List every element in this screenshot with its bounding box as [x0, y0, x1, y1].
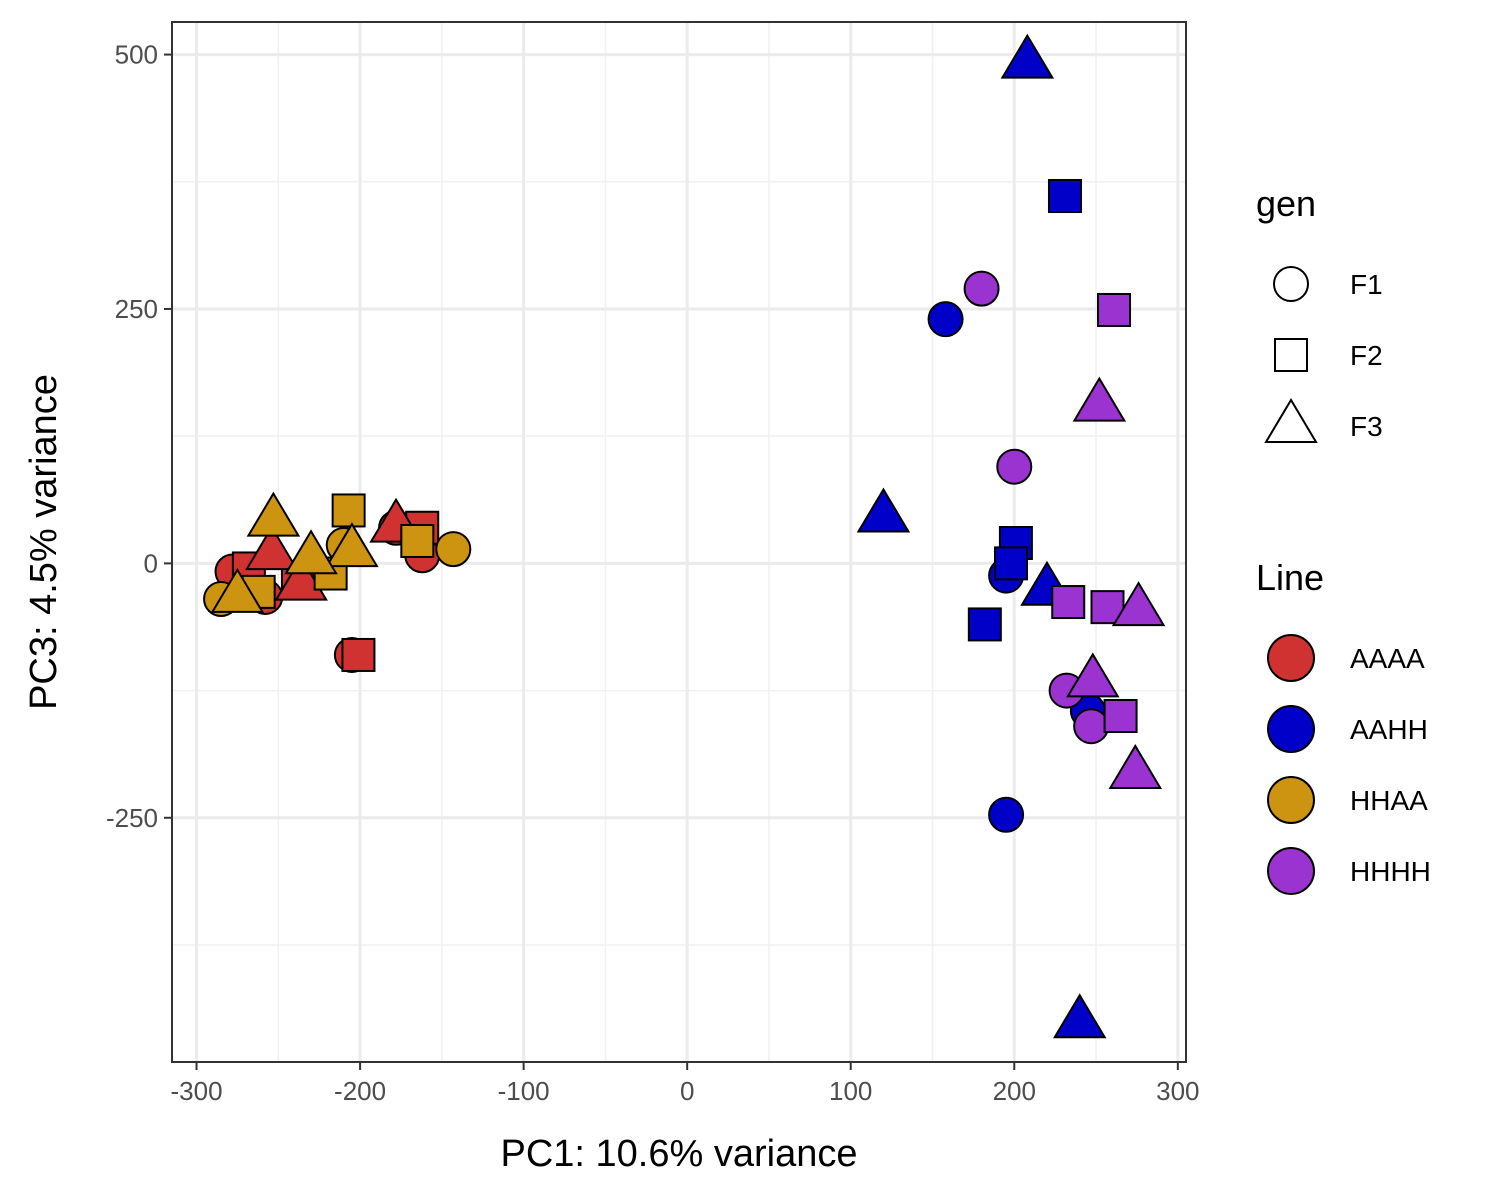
point-hhhh-f1: [996, 448, 1033, 485]
point-hhhh-f1: [1073, 708, 1110, 745]
point-aahh-f2: [1047, 179, 1082, 214]
point-hhhh-f3: [1111, 581, 1166, 627]
point-hhhh-f2: [1051, 585, 1086, 620]
x-tick-label: 100: [829, 1076, 872, 1106]
x-tick-label: -300: [171, 1076, 223, 1106]
point-aahh-f3: [1000, 33, 1055, 79]
point-hhaa-f3: [325, 522, 379, 568]
x-tick-label: -100: [498, 1076, 550, 1106]
x-tick-label: -200: [334, 1076, 386, 1106]
y-tick-label: -250: [106, 803, 158, 833]
legend-line-label: HHHH: [1350, 856, 1431, 887]
legend-gen-label: F3: [1350, 411, 1383, 442]
x-tick-label: 300: [1156, 1076, 1199, 1106]
legend-line-label: AAAA: [1350, 643, 1425, 674]
legend-gen-title: gen: [1256, 183, 1316, 224]
y-axis-ticks: -250 0 250 500: [106, 40, 172, 833]
point-hhaa-f3: [246, 491, 301, 537]
legend-gen: gen F1 F2 F3: [1256, 183, 1383, 443]
point-aaaa-f2: [341, 637, 376, 672]
y-axis-title: PC3: 4.5% variance: [23, 374, 65, 710]
x-axis-ticks: -300 -200 -100 0 100 200 300: [171, 1062, 1200, 1106]
point-hhaa-f2: [331, 493, 366, 528]
point-aahh-f1: [927, 301, 964, 338]
legend-line-key-aaaa: [1267, 634, 1315, 682]
point-hhhh-f2: [1097, 292, 1132, 327]
x-tick-label: 200: [993, 1076, 1036, 1106]
x-tick-label: 0: [680, 1076, 694, 1106]
point-aahh-f3: [1052, 993, 1107, 1039]
legend-line-key-aahh: [1267, 705, 1315, 753]
legend-line: Line AAAA AAHH HHAA HHHH: [1256, 557, 1431, 895]
legend-gen-key-f2: [1274, 338, 1308, 372]
grid-minor: [172, 22, 1186, 1062]
legend-gen-label: F2: [1350, 340, 1383, 371]
point-aahh-f2: [994, 546, 1029, 581]
point-aaaa-f3: [245, 525, 299, 571]
point-hhhh-f3: [1066, 652, 1120, 698]
point-hhaa-f1: [435, 531, 472, 568]
legend-line-key-hhhh: [1267, 847, 1315, 895]
grid-major: [172, 22, 1186, 1062]
legend-line-key-hhaa: [1267, 776, 1315, 824]
point-aahh-f2: [967, 607, 1002, 642]
y-tick-label: 0: [144, 548, 158, 578]
point-hhaa-f3: [210, 567, 265, 613]
point-hhhh-f1: [963, 270, 1000, 307]
data-points: [203, 33, 1166, 1039]
legend-gen-key-f3: [1264, 398, 1318, 443]
point-hhhh-f2: [1103, 699, 1138, 734]
legend-line-title: Line: [1256, 557, 1324, 598]
y-tick-label: 250: [115, 294, 158, 324]
legend-gen-label: F1: [1350, 269, 1383, 300]
point-hhaa-f3: [284, 529, 338, 575]
point-aahh-f1: [988, 796, 1025, 833]
x-axis-title: PC1: 10.6% variance: [501, 1133, 858, 1175]
point-hhaa-f2: [400, 523, 435, 558]
legend-line-label: HHAA: [1350, 785, 1428, 816]
point-aahh-f3: [856, 487, 911, 533]
legend-gen-key-f1: [1273, 266, 1309, 302]
point-hhhh-f3: [1108, 743, 1163, 789]
panel-border: [171, 21, 1187, 1063]
point-hhhh-f3: [1072, 376, 1127, 422]
y-tick-label: 500: [115, 40, 158, 70]
legend-line-label: AAHH: [1350, 714, 1428, 745]
